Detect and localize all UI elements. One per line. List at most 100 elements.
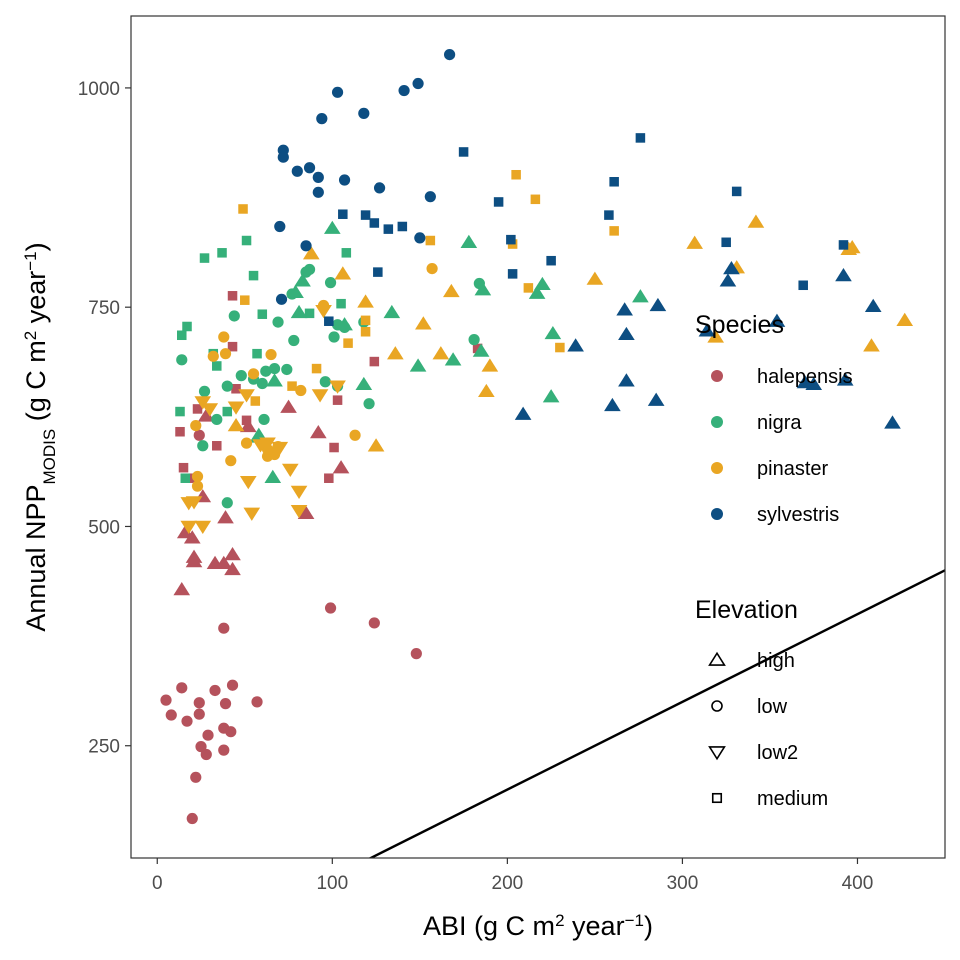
- series-halepensis: [160, 291, 483, 825]
- data-point: [222, 406, 233, 417]
- data-point: [316, 113, 328, 125]
- data-point: [311, 363, 322, 374]
- data-point: [275, 293, 288, 305]
- data-point: [218, 622, 230, 634]
- data-point: [227, 401, 245, 415]
- data-point: [647, 392, 665, 406]
- data-point: [180, 520, 198, 535]
- data-point: [218, 744, 230, 756]
- data-point: [616, 302, 633, 316]
- data-point: [256, 377, 268, 390]
- data-point: [231, 384, 241, 394]
- data-point: [369, 218, 380, 228]
- data-point: [224, 561, 241, 576]
- y-axis-label: Annual NPPMODIS (g C m2 year−1): [21, 242, 59, 631]
- data-point: [323, 220, 341, 234]
- data-point: [190, 419, 202, 432]
- data-point: [481, 358, 499, 372]
- data-point: [324, 277, 337, 289]
- data-point: [227, 418, 245, 432]
- species-key-halepensis-icon: [711, 370, 723, 382]
- data-point: [731, 186, 742, 197]
- data-point: [190, 771, 202, 783]
- elevation-legend-label: low2: [757, 742, 798, 764]
- data-point: [272, 316, 284, 328]
- data-point: [383, 224, 394, 234]
- data-point: [294, 273, 311, 287]
- data-point: [225, 455, 237, 467]
- data-point: [474, 282, 492, 296]
- data-point: [212, 441, 222, 451]
- data-point: [424, 191, 436, 203]
- data-point: [472, 343, 483, 354]
- y-tick-label: 750: [88, 298, 120, 319]
- data-point: [511, 169, 521, 180]
- elevation-legend: Elevation high low low2 medium: [695, 596, 828, 810]
- x-axis: 0 100 200 300 400: [152, 858, 873, 894]
- x-tick-label: 200: [492, 873, 524, 894]
- data-point: [198, 385, 211, 397]
- data-point: [721, 237, 731, 248]
- data-point: [478, 383, 495, 398]
- elevation-legend-title: Elevation: [695, 596, 798, 624]
- data-point: [329, 380, 346, 394]
- species-key-nigra-icon: [711, 416, 723, 428]
- data-point: [357, 294, 374, 308]
- data-point: [197, 440, 209, 452]
- data-point: [200, 748, 212, 761]
- data-point: [472, 343, 490, 357]
- data-point: [649, 297, 667, 312]
- x-tick-label: 400: [842, 873, 874, 894]
- data-point: [311, 389, 329, 403]
- data-point: [290, 505, 308, 519]
- data-point: [303, 162, 316, 174]
- data-point: [186, 812, 198, 825]
- data-point: [266, 373, 283, 387]
- data-point: [175, 406, 185, 417]
- data-point: [338, 174, 351, 186]
- data-point: [534, 276, 551, 291]
- data-point: [635, 133, 646, 143]
- data-point: [604, 397, 621, 412]
- data-point: [360, 326, 371, 337]
- data-point: [567, 338, 584, 352]
- data-point: [240, 295, 250, 305]
- data-point: [248, 270, 259, 281]
- data-point: [297, 505, 315, 519]
- species-key-pinaster-icon: [711, 462, 723, 474]
- data-point: [217, 510, 234, 524]
- series-pinaster: [180, 169, 914, 535]
- data-point: [343, 338, 353, 348]
- data-point: [215, 555, 233, 569]
- data-point: [177, 330, 187, 341]
- data-point: [542, 389, 560, 403]
- data-point: [247, 368, 260, 380]
- data-point: [360, 315, 371, 326]
- data-point: [319, 376, 331, 388]
- data-point: [173, 582, 191, 596]
- data-point: [201, 403, 219, 417]
- data-point: [202, 729, 214, 741]
- data-point: [324, 473, 334, 483]
- data-point: [218, 331, 230, 343]
- data-point: [181, 715, 193, 727]
- data-point: [252, 348, 262, 359]
- series-sylvestris: [274, 48, 901, 429]
- data-point: [329, 442, 339, 453]
- data-point: [290, 485, 308, 499]
- data-point: [221, 497, 233, 509]
- data-point: [211, 413, 223, 426]
- data-point: [264, 469, 282, 484]
- data-point: [373, 267, 383, 277]
- data-point: [250, 396, 261, 406]
- elevation-key-low2-icon: [708, 746, 726, 761]
- data-point: [224, 546, 241, 561]
- data-point: [239, 418, 257, 433]
- elevation-key-low-icon: [711, 700, 723, 712]
- data-point: [191, 480, 204, 492]
- data-point: [609, 177, 619, 187]
- data-point: [182, 321, 192, 332]
- data-point: [369, 356, 380, 367]
- data-point: [194, 520, 212, 535]
